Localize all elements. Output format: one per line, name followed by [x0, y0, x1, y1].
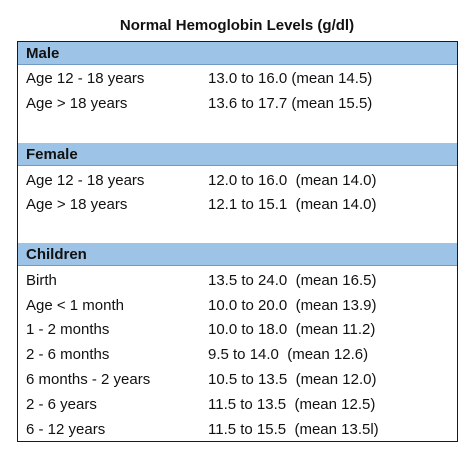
table-row: Age > 18 years 13.6 to 17.7 (mean 15.5) [18, 92, 457, 116]
age-label: 1 - 2 months [26, 321, 110, 338]
level-value: 13.5 to 24.0 (mean 16.5) [208, 272, 377, 289]
table-row: Age < 1 month 10.0 to 20.0 (mean 13.9) [18, 294, 457, 318]
level-value: 10.0 to 18.0 (mean 11.2) [208, 321, 376, 338]
age-label: 6 - 12 years [26, 421, 106, 438]
table-row: 1 - 2 months 10.0 to 18.0 (mean 11.2) [18, 318, 457, 342]
section-header-children: Children [18, 243, 457, 266]
table-row: 2 - 6 years 11.5 to 13.5 (mean 12.5) [18, 393, 457, 417]
level-value: 12.0 to 16.0 (mean 14.0) [208, 172, 377, 189]
level-value: 10.0 to 20.0 (mean 13.9) [208, 297, 377, 314]
level-value: 9.5 to 14.0 (mean 12.6) [208, 346, 369, 363]
level-value: 11.5 to 13.5 (mean 12.5) [208, 396, 376, 413]
table-row: 2 - 6 months 9.5 to 14.0 (mean 12.6) [18, 343, 457, 367]
age-label: Birth [26, 272, 57, 289]
level-value: 10.5 to 13.5 (mean 12.0) [208, 371, 377, 388]
level-value: 12.1 to 15.1 (mean 14.0) [208, 196, 377, 213]
age-label: Age 12 - 18 years [26, 70, 145, 87]
hemoglobin-table: Male Age 12 - 18 years 13.0 to 16.0 (mea… [17, 41, 458, 442]
table-row: Age > 18 years 12.1 to 15.1 (mean 14.0) [18, 193, 457, 217]
age-label: Age > 18 years [26, 95, 128, 112]
section-header-male: Male [18, 42, 457, 65]
section-header-female: Female [18, 143, 457, 166]
level-value: 13.0 to 16.0 (mean 14.5) [208, 70, 373, 87]
page-title: Normal Hemoglobin Levels (g/dl) [119, 17, 355, 34]
age-label: Age 12 - 18 years [26, 172, 145, 189]
table-row: 6 - 12 years 11.5 to 15.5 (mean 13.5l) [18, 418, 457, 442]
age-label: 2 - 6 years [26, 396, 97, 413]
age-label: Age < 1 month [26, 297, 124, 314]
level-value: 11.5 to 15.5 (mean 13.5l) [208, 421, 379, 438]
level-value: 13.6 to 17.7 (mean 15.5) [208, 95, 373, 112]
table-row: 6 months - 2 years 10.5 to 13.5 (mean 12… [18, 368, 457, 392]
table-row: Age 12 - 18 years 13.0 to 16.0 (mean 14.… [18, 67, 457, 91]
age-label: 6 months - 2 years [26, 371, 151, 388]
table-row: Age 12 - 18 years 12.0 to 16.0 (mean 14.… [18, 169, 457, 193]
table-row: Birth 13.5 to 24.0 (mean 16.5) [18, 269, 457, 293]
age-label: 2 - 6 months [26, 346, 110, 363]
age-label: Age > 18 years [26, 196, 128, 213]
